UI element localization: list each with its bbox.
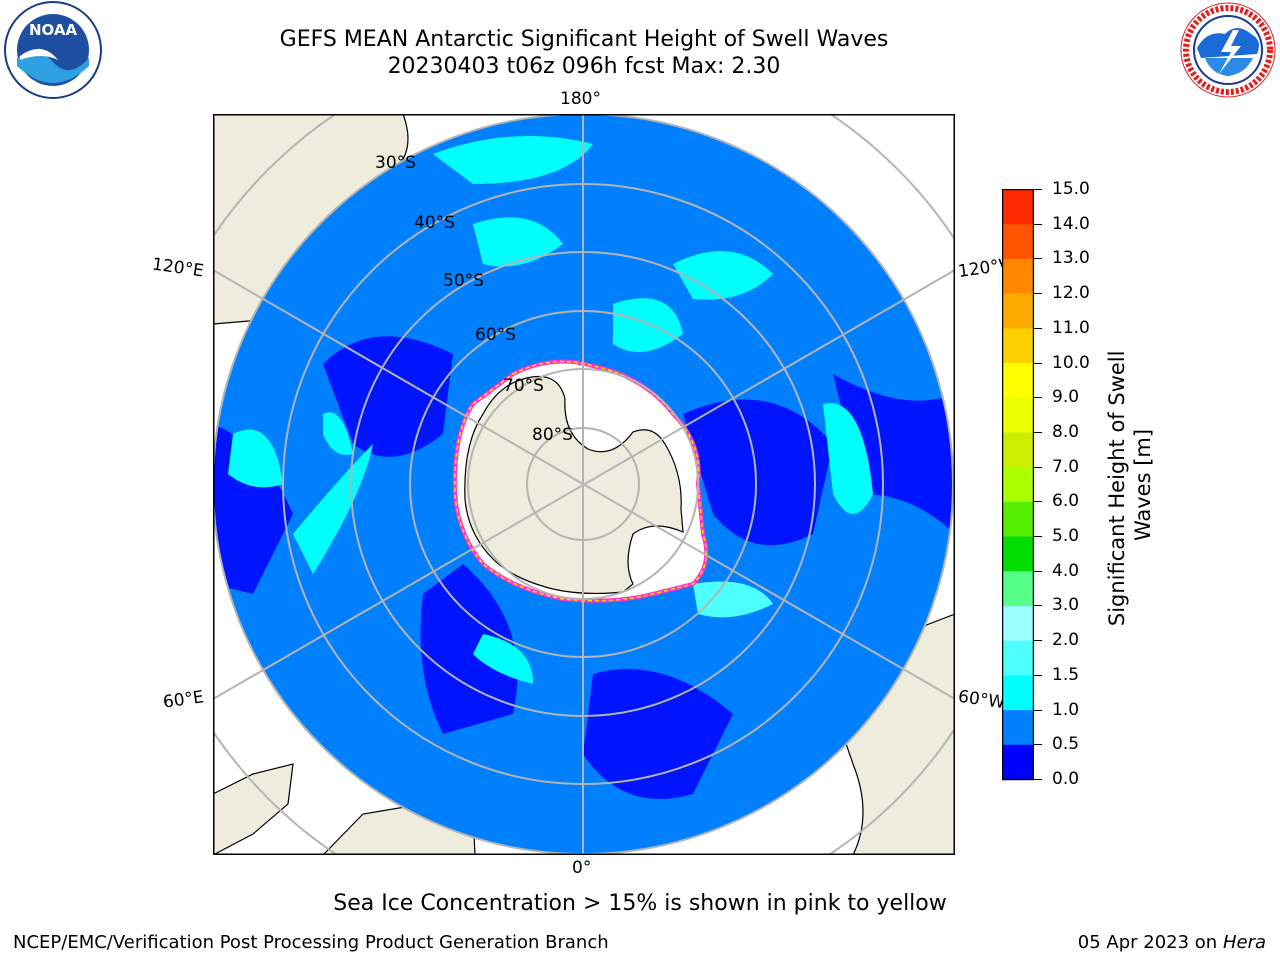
lat-label-30s: 30°S [375, 153, 416, 173]
colorbar-tick-mark [1034, 605, 1042, 607]
colorbar-tick-mark [1034, 536, 1042, 538]
lat-label-80s: 80°S [532, 425, 573, 445]
colorbar-segment [1002, 605, 1034, 641]
mid-swell-region [613, 298, 683, 352]
colorbar-segment [1002, 431, 1034, 468]
colorbar-tick-label: 6.0 [1052, 491, 1080, 512]
colorbar-tick-label: 14.0 [1052, 213, 1090, 234]
colorbar-tick-label: 3.0 [1052, 595, 1080, 616]
run-date: 05 Apr 2023 on Hera [1078, 932, 1266, 953]
colorbar-segment [1002, 466, 1034, 502]
colorbar-tick-label: 2.0 [1052, 630, 1080, 651]
mid-swell-region [323, 412, 353, 455]
lat-label-40s: 40°S [414, 213, 455, 233]
lon-label-0: 0° [572, 858, 592, 878]
land-africa [213, 763, 294, 855]
lat-label-50s: 50°S [443, 271, 484, 291]
mid-swell-region [433, 136, 593, 184]
colorbar-tick-label: 0.5 [1052, 734, 1080, 755]
colorbar [1002, 189, 1034, 781]
colorbar-tick-mark [1034, 431, 1042, 433]
colorbar-segment [1002, 570, 1034, 606]
colorbar-segment [1002, 362, 1034, 398]
colorbar-label: Significant Height of Swell Waves [m] [1105, 344, 1155, 627]
colorbar-tick-label: 1.5 [1052, 664, 1080, 685]
colorbar-tick-label: 0.0 [1052, 769, 1080, 789]
lat-label-60s: 60°S [475, 325, 516, 345]
colorbar-segment [1002, 709, 1034, 745]
colorbar-tick-mark [1034, 466, 1042, 468]
colorbar-segment [1002, 293, 1034, 329]
chart-subtitle: 20230403 t06z 096h fcst Max: 2.30 [387, 54, 781, 79]
colorbar-tick-mark [1034, 293, 1042, 295]
mid-swell-region [473, 634, 533, 684]
colorbar-tick-label: 12.0 [1052, 283, 1090, 304]
meridian-60e-120w [213, 269, 955, 700]
colorbar-tick-mark [1034, 258, 1042, 260]
colorbar-tick-mark [1034, 674, 1042, 676]
low-swell-region [683, 399, 833, 546]
colorbar-tick-mark [1034, 709, 1042, 711]
lon-label-60w: 60°W [956, 686, 1007, 714]
colorbar-tick-mark [1034, 362, 1042, 364]
lon-label-60e: 60°E [161, 687, 206, 713]
colorbar-tick-label: 9.0 [1052, 387, 1080, 408]
colorbar-tick-label: 11.0 [1052, 317, 1090, 338]
colorbar-tick-label: 15.0 [1052, 179, 1090, 199]
run-date-text: 05 Apr 2023 on [1077, 932, 1223, 953]
colorbar-tick-mark [1034, 501, 1042, 503]
colorbar-segment [1002, 640, 1034, 676]
colorbar-tick-mark [1034, 570, 1042, 572]
sea-ice-note: Sea Ice Concentration > 15% is shown in … [333, 891, 947, 916]
colorbar-tick-label: 5.0 [1052, 526, 1080, 547]
mid-swell-region [293, 444, 373, 574]
colorbar-tick-label: 13.0 [1052, 248, 1090, 269]
map-panel [213, 114, 955, 855]
colorbar-tick-mark [1034, 779, 1042, 780]
colorbar-tick-mark [1034, 744, 1042, 746]
colorbar-segment [1002, 327, 1034, 364]
colorbar-segment [1002, 258, 1034, 294]
lat-label-70s: 70°S [503, 376, 544, 396]
colorbar-tick-label: 8.0 [1052, 421, 1080, 442]
colorbar-tick-mark [1034, 223, 1042, 225]
mid-swell-region [228, 429, 283, 488]
nws-logo [1180, 2, 1276, 98]
colorbar-segment [1002, 674, 1034, 711]
mid-swell-region [673, 251, 773, 300]
host-name: Hera [1222, 932, 1266, 953]
sea-ice-edge [454, 360, 708, 602]
colorbar-segment [1002, 223, 1034, 259]
colorbar-tick-mark [1034, 327, 1042, 329]
low-swell-region [420, 564, 518, 734]
antarctic-land [464, 375, 684, 595]
map-frame [213, 114, 955, 855]
noaa-logo: NOAA [4, 1, 102, 99]
antarctica [452, 359, 709, 603]
colorbar-segment [1002, 189, 1034, 225]
colorbar-tick-label: 7.0 [1052, 456, 1080, 477]
mid-swell-region [473, 217, 563, 267]
colorbar-segment [1002, 536, 1034, 572]
lon-label-120e: 120°E [150, 254, 205, 282]
colorbar-tick-mark [1034, 397, 1042, 399]
producer-credit: NCEP/EMC/Verification Post Processing Pr… [13, 932, 609, 953]
colorbar-tick-label: 1.0 [1052, 699, 1080, 720]
svg-text:Significant Height of Swell: Significant Height of Swell Waves [m] [1105, 344, 1155, 626]
colorbar-tick-label: 4.0 [1052, 560, 1080, 581]
colorbar-segment [1002, 744, 1034, 780]
colorbar-tick-mark [1034, 189, 1042, 190]
mid-swell-region [823, 403, 873, 514]
lon-label-180: 180° [560, 89, 601, 109]
colorbar-tick-mark [1034, 640, 1042, 642]
colorbar-segment [1002, 397, 1034, 433]
chart-title: GEFS MEAN Antarctic Significant Height o… [279, 27, 889, 52]
mid-swell-region [693, 581, 773, 618]
low-swell-region [583, 669, 733, 799]
colorbar-tick-label: 10.0 [1052, 352, 1090, 373]
colorbar-segment [1002, 501, 1034, 537]
noaa-logo-text: NOAA [29, 21, 78, 39]
